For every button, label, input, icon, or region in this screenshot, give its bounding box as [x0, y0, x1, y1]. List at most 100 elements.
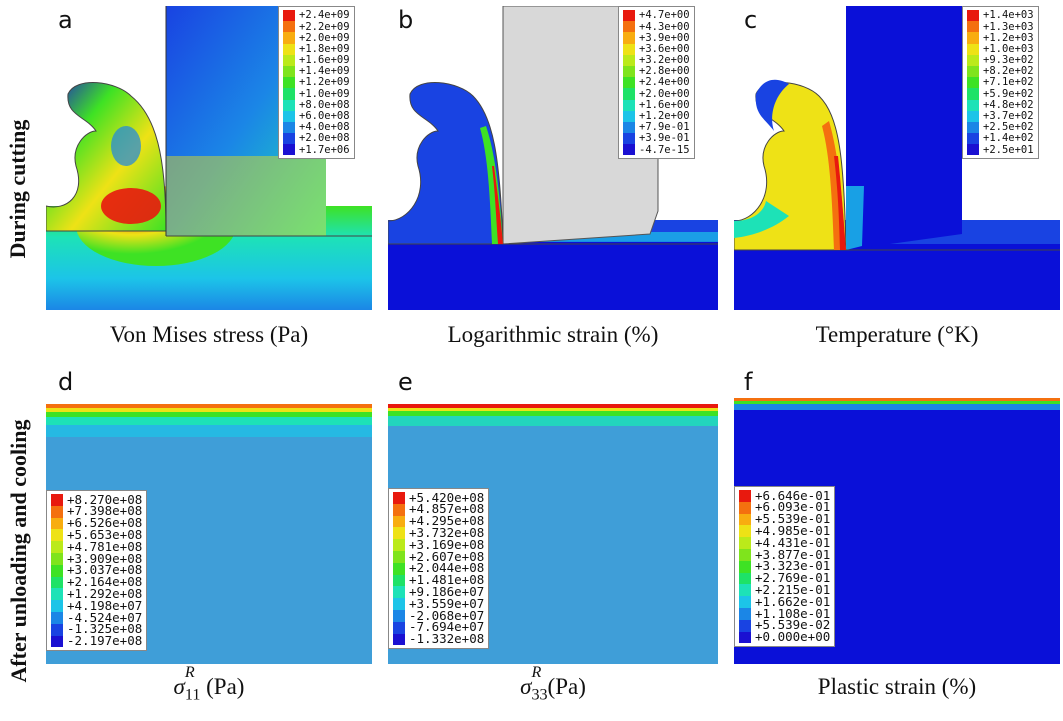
legend-swatch — [51, 588, 63, 601]
legend-label: +4.985e-01 — [755, 523, 831, 539]
legend-swatch — [283, 121, 295, 134]
legend-swatch — [51, 576, 63, 589]
legend-entry: +3.559e+07 — [393, 597, 484, 610]
legend-label: +6.093e-01 — [755, 499, 831, 515]
legend-e: +5.420e+08 +4.857e+08 +4.295e+08 +3.732e+08… — [388, 488, 490, 650]
legend-swatch — [623, 54, 635, 66]
legend-label: +2.5e+02 — [983, 121, 1034, 134]
legend-label: +2.0e+00 — [639, 87, 690, 100]
legend-label: -1.325e+08 — [67, 621, 143, 637]
legend-entry: +7.9e-01 — [623, 121, 690, 134]
legend-entry: +1.4e+02 — [967, 133, 1034, 145]
legend-swatch — [739, 490, 751, 502]
legend-entry: +5.653e+08 — [51, 529, 142, 542]
legend-label: +1.662e-01 — [755, 593, 831, 609]
legend-label: +1.2e+03 — [983, 31, 1034, 44]
legend-label: +1.7e+06 — [299, 143, 350, 156]
legend-swatch — [283, 88, 295, 100]
legend-swatch — [967, 110, 979, 122]
legend-label: +4.7e+00 — [639, 9, 690, 22]
legend-swatch — [393, 562, 405, 575]
legend-d: +8.270e+08 +7.398e+08 +6.526e+08 +5.653e+08… — [46, 490, 148, 652]
panel-f-plastic-strain: +6.646e-01 +6.093e-01 +5.539e-01 +4.985e-01… — [734, 398, 1060, 664]
legend-label: +2.044e+08 — [409, 560, 485, 576]
legend-swatch — [393, 586, 405, 599]
legend-swatch — [623, 110, 635, 122]
legend-label: +0.000e+00 — [755, 629, 831, 645]
legend-swatch — [623, 10, 635, 22]
panel-letter-f: f — [744, 368, 753, 396]
legend-entry: +4.295e+08 — [393, 513, 485, 529]
legend-entry: +1.3e+03 — [967, 21, 1034, 33]
legend-swatch — [283, 54, 295, 66]
legend-label: +4.431e-01 — [755, 534, 831, 550]
legend-entry: +2.215e-01 — [739, 584, 830, 597]
legend-swatch — [739, 548, 751, 561]
legend-label: -7.694e+07 — [409, 619, 485, 635]
caption-f: Plastic strain (%) — [817, 674, 977, 699]
legend-label: +5.539e-01 — [755, 511, 831, 527]
legend-swatch — [283, 99, 295, 111]
legend-swatch — [393, 515, 405, 528]
legend-swatch — [51, 529, 63, 542]
legend-label: +3.877e-01 — [755, 546, 831, 562]
legend-swatch — [283, 10, 295, 22]
legend-a-entries: +2.4e+09 +2.2e+09 +2.0e+09 +1.8e+09 +1.6e+09… — [283, 10, 350, 156]
legend-swatch — [623, 21, 635, 33]
caption-e-sub: 33 — [531, 686, 548, 704]
legend-label: +8.270e+08 — [67, 491, 143, 507]
legend-d-entries: +8.270e+08 +7.398e+08 +6.526e+08 +5.653e+08… — [51, 491, 143, 648]
legend-label: +1.6e+09 — [299, 54, 350, 67]
legend-b-entries: +4.7e+00 +4.3e+00 +3.9e+00 +3.6e+00 +3.2e+00… — [623, 9, 690, 156]
legend-entry: +6.646e-01 — [739, 489, 830, 502]
legend-swatch — [967, 65, 979, 78]
legend-label: +3.7e+02 — [983, 110, 1034, 123]
legend-entry: +2.164e+08 — [51, 576, 142, 589]
legend-swatch — [51, 564, 63, 577]
legend-label: +1.6e+00 — [639, 98, 690, 111]
legend-swatch — [623, 121, 635, 134]
legend-label: +6.0e+08 — [299, 110, 350, 123]
row-label-after-unloading: After unloading and cooling — [6, 419, 31, 683]
legend-label: +4.781e+08 — [67, 538, 143, 554]
legend-entry: +1.2e+03 — [967, 31, 1034, 44]
legend-entry: +7.398e+08 — [51, 505, 142, 518]
legend-label: +8.0e+08 — [299, 98, 350, 111]
legend-label: +1.4e+03 — [983, 9, 1034, 22]
legend-swatch — [51, 552, 63, 565]
legend-swatch — [51, 623, 63, 636]
legend-entry: +2.5e+02 — [967, 121, 1034, 134]
caption-d: σ R 11 (Pa) — [46, 664, 372, 705]
legend-entry: +1.2e+09 — [283, 77, 350, 89]
legend-swatch — [393, 527, 405, 540]
legend-swatch — [967, 121, 979, 134]
legend-swatch — [623, 144, 635, 156]
legend-entry: +6.093e-01 — [739, 499, 831, 515]
panel-letter-b: b — [398, 6, 414, 34]
legend-swatch — [623, 32, 635, 44]
legend-label: +5.420e+08 — [409, 489, 485, 505]
legend-swatch — [739, 607, 751, 620]
legend-entry: +3.037e+08 — [51, 564, 142, 577]
legend-entry: +2.0e+08 — [283, 133, 350, 145]
legend-entry: +8.270e+08 — [51, 491, 143, 507]
legend-swatch — [51, 600, 63, 612]
legend-entry: +0.000e+00 — [739, 629, 831, 645]
legend-swatch — [393, 574, 405, 587]
legend-entry: +3.2e+00 — [623, 54, 690, 66]
legend-entry: +1.0e+09 — [283, 88, 350, 100]
legend-swatch — [283, 77, 295, 89]
panel-a-von-mises: +2.4e+09 +2.2e+09 +2.0e+09 +1.8e+09 +1.6e+09… — [46, 6, 372, 310]
legend-b: +4.7e+00 +4.3e+00 +3.9e+00 +3.6e+00 +3.2e+00… — [618, 6, 695, 160]
legend-entry: +4.198e+07 — [51, 599, 142, 612]
legend-entry: +4.8e+02 — [967, 99, 1034, 111]
legend-swatch — [739, 501, 751, 514]
legend-label: +2.2e+09 — [299, 20, 350, 33]
legend-label: +4.295e+08 — [409, 513, 485, 529]
legend-entry: +1.0e+03 — [967, 43, 1034, 55]
legend-label: +2.607e+08 — [409, 548, 485, 564]
legend-swatch — [967, 54, 979, 66]
legend-swatch — [739, 619, 751, 632]
legend-swatch — [967, 32, 979, 44]
legend-swatch — [739, 525, 751, 538]
